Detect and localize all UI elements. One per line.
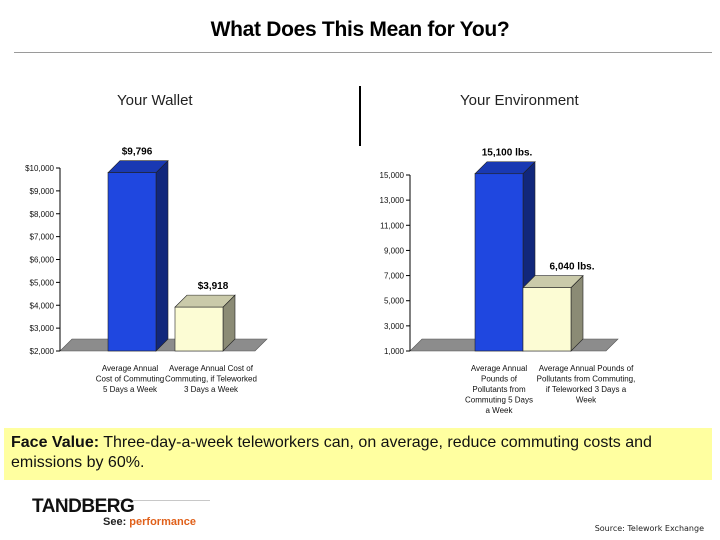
data-label: 6,040 lbs. bbox=[549, 262, 594, 273]
bar-side bbox=[570, 274, 584, 352]
bar bbox=[474, 173, 524, 352]
y-tick-label: $2,000 bbox=[30, 347, 55, 356]
category-label: Average Annual bbox=[471, 364, 528, 373]
bar bbox=[107, 172, 157, 352]
y-tick-label: $9,000 bbox=[30, 187, 55, 196]
y-tick-label: 1,000 bbox=[384, 347, 405, 356]
category-label: Average Annual Cost of bbox=[169, 364, 254, 373]
category-label: Commuting, if Teleworked bbox=[165, 375, 257, 384]
category-label: 5 Days a Week bbox=[103, 385, 158, 394]
data-label: $3,918 bbox=[198, 281, 229, 292]
tagline-see: See: bbox=[103, 516, 127, 528]
category-label: 3 Days a Week bbox=[184, 385, 239, 394]
category-label: Cost of Commuting bbox=[96, 375, 164, 384]
data-label: $9,796 bbox=[122, 147, 153, 158]
face-value-callout bbox=[4, 428, 712, 480]
category-label: Pollutants from Commuting, bbox=[537, 375, 636, 384]
y-tick-label: $4,000 bbox=[30, 301, 55, 310]
y-tick-label: 15,000 bbox=[380, 171, 405, 180]
y-tick-label: 9,000 bbox=[384, 246, 405, 255]
category-label: Commuting 5 Days bbox=[465, 396, 533, 405]
tagline-performance: performance bbox=[126, 516, 196, 528]
source-note: Source: Telework Exchange bbox=[594, 524, 704, 533]
face-value-text: Face Value: Three-day-a-week teleworkers… bbox=[11, 433, 691, 473]
environment-chart: 1,000 3,000 5,000 7,000 9,000 11,000 13,000 15,… bbox=[380, 148, 636, 415]
bar bbox=[174, 306, 224, 352]
slide-title: What Does This Mean for You? bbox=[210, 18, 510, 41]
y-tick-label: 3,000 bbox=[384, 322, 405, 331]
category-label: Pounds of bbox=[481, 375, 518, 384]
logo-tagline: See: performance bbox=[103, 516, 196, 528]
y-tick-label: 7,000 bbox=[384, 272, 405, 281]
wallet-chart: $2,000 $3,000 $4,000 $5,000 $6,000 $7,000 $8,0… bbox=[25, 147, 268, 394]
category-label: Week bbox=[576, 396, 597, 405]
data-label: 15,100 lbs. bbox=[482, 148, 533, 159]
category-label: if Teleworked 3 Days a bbox=[546, 385, 627, 394]
wallet-chart-heading: Your Wallet bbox=[117, 92, 193, 109]
face-value-label: Face Value: bbox=[11, 434, 100, 451]
y-tick-label: 13,000 bbox=[380, 196, 405, 205]
face-value-body: Three-day-a-week teleworkers can, on ave… bbox=[11, 434, 652, 471]
y-tick-label: 5,000 bbox=[384, 297, 405, 306]
bar-side bbox=[155, 159, 169, 352]
y-tick-label: 11,000 bbox=[380, 221, 404, 230]
y-tick-label: $7,000 bbox=[30, 233, 55, 242]
y-tick-label: $6,000 bbox=[30, 256, 55, 265]
category-label: Average Annual Pounds of bbox=[539, 364, 634, 373]
category-label: Pollutants from bbox=[472, 385, 526, 394]
title-divider bbox=[14, 52, 712, 53]
logo-divider bbox=[58, 500, 210, 501]
y-tick-label: $10,000 bbox=[25, 164, 54, 173]
category-label: a Week bbox=[486, 406, 514, 415]
y-tick-label: $5,000 bbox=[30, 278, 55, 287]
category-label: Average Annual bbox=[102, 364, 159, 373]
tandberg-logo: TANDBERG bbox=[32, 496, 135, 517]
section-divider bbox=[359, 86, 361, 146]
y-tick-label: $3,000 bbox=[30, 324, 55, 333]
environment-chart-heading: Your Environment bbox=[460, 92, 579, 109]
bar bbox=[522, 287, 572, 352]
y-tick-label: $8,000 bbox=[30, 210, 55, 219]
